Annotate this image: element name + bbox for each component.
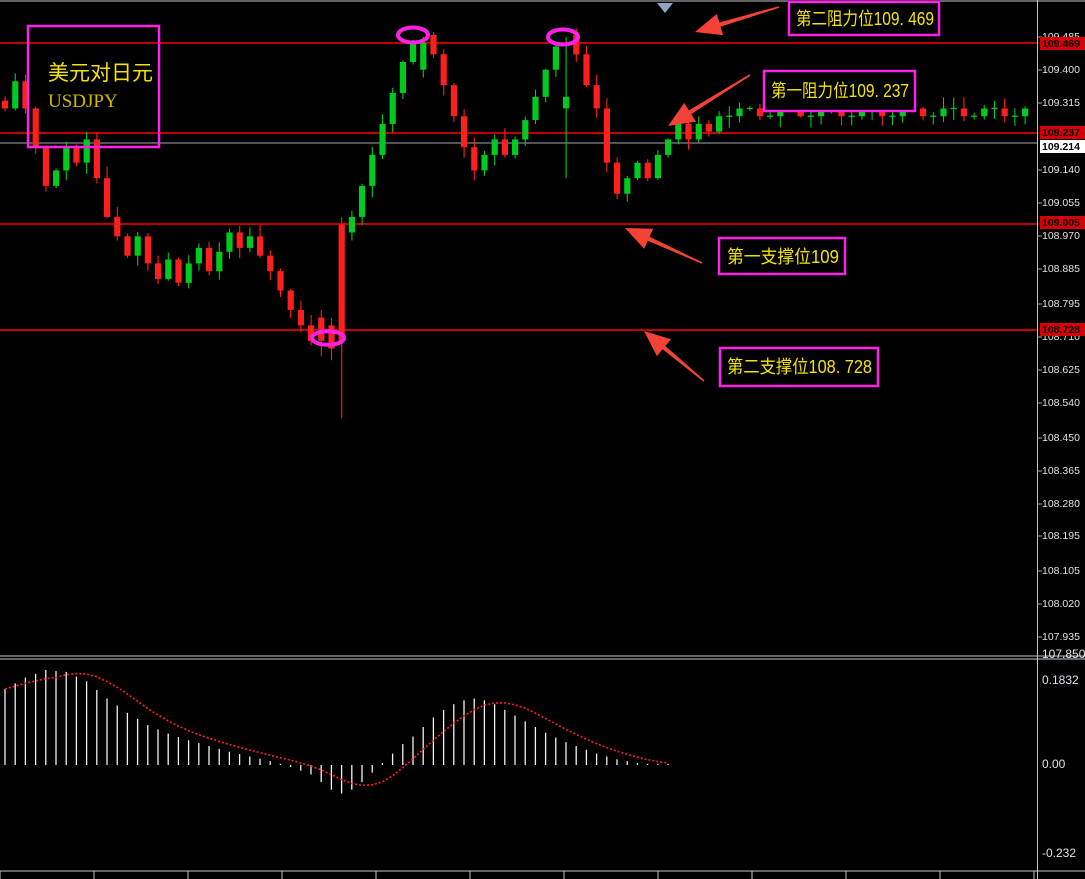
svg-text:108.365: 108.365	[1042, 465, 1080, 477]
svg-text:109.005: 109.005	[1042, 217, 1080, 229]
svg-text:0.00: 0.00	[1042, 757, 1066, 771]
svg-text:第二阻力位109. 469: 第二阻力位109. 469	[796, 9, 934, 29]
svg-text:-0.232: -0.232	[1042, 846, 1076, 860]
svg-text:108.728: 108.728	[1042, 324, 1080, 336]
svg-text:108.885: 108.885	[1042, 263, 1080, 275]
svg-text:第二支撑位108. 728: 第二支撑位108. 728	[727, 357, 872, 377]
svg-text:109.315: 109.315	[1042, 97, 1080, 109]
svg-text:108.540: 108.540	[1042, 397, 1080, 409]
svg-text:107.935: 107.935	[1042, 631, 1080, 643]
svg-text:107.850: 107.850	[1042, 647, 1085, 661]
svg-text:108.625: 108.625	[1042, 364, 1080, 376]
svg-text:108.195: 108.195	[1042, 530, 1080, 542]
svg-text:108.450: 108.450	[1042, 432, 1080, 444]
svg-text:109.214: 109.214	[1042, 141, 1080, 153]
svg-text:109.469: 109.469	[1042, 38, 1080, 50]
svg-text:109.055: 109.055	[1042, 197, 1080, 209]
svg-text:0.1832: 0.1832	[1042, 673, 1079, 687]
svg-text:109.140: 109.140	[1042, 164, 1080, 176]
svg-text:108.970: 108.970	[1042, 230, 1080, 242]
svg-text:第一阻力位109. 237: 第一阻力位109. 237	[771, 81, 909, 101]
svg-text:108.105: 108.105	[1042, 565, 1080, 577]
svg-text:第一支撑位109: 第一支撑位109	[727, 247, 839, 267]
svg-text:美元对日元: 美元对日元	[48, 62, 153, 85]
svg-text:109.237: 109.237	[1042, 127, 1080, 139]
svg-text:108.795: 108.795	[1042, 298, 1080, 310]
svg-text:108.280: 108.280	[1042, 498, 1080, 510]
svg-text:108.020: 108.020	[1042, 598, 1080, 610]
svg-text:109.400: 109.400	[1042, 64, 1080, 76]
svg-text:USDJPY: USDJPY	[48, 91, 118, 112]
